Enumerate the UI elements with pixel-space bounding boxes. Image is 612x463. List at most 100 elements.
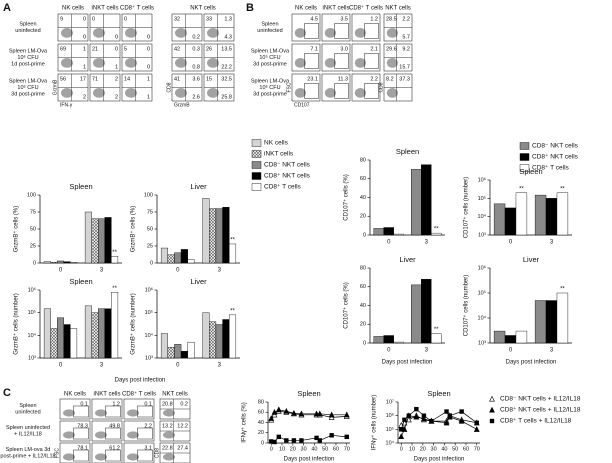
x-tick-label: 3 xyxy=(550,240,554,246)
marker xyxy=(283,407,290,414)
bar xyxy=(187,259,195,264)
gate xyxy=(364,83,379,99)
cell-cloud xyxy=(207,58,219,68)
legend-label: CD8⁻ NKT cells + IL12/IL18 xyxy=(500,396,581,403)
cell-cloud xyxy=(125,28,137,38)
gate-value: 2.2 xyxy=(144,423,152,429)
gate xyxy=(364,23,379,39)
legend-marker xyxy=(489,395,495,402)
marker xyxy=(284,438,289,443)
legend-label: NK cells xyxy=(264,140,289,147)
bar xyxy=(43,308,51,359)
bar xyxy=(383,335,394,344)
x-tick-label: 50 xyxy=(322,446,328,452)
marker xyxy=(414,406,419,412)
quadrant-value: 42 xyxy=(174,46,180,52)
bar xyxy=(70,262,78,264)
marker xyxy=(458,417,465,424)
y-tick-label: 10⁴ xyxy=(478,213,487,220)
quadrant-value: 28.5 xyxy=(386,16,397,22)
row-label: Spleen LM-Ova xyxy=(9,48,48,54)
cell-cloud xyxy=(294,58,306,68)
flow-y-label: GrzmB xyxy=(52,79,58,95)
x-tick-label: 0 xyxy=(59,268,63,274)
bar xyxy=(104,217,112,264)
column-header: iNKT cells xyxy=(92,6,119,12)
y-tick-label: 25 xyxy=(147,243,153,249)
y-tick-label: 10⁴ xyxy=(386,439,395,446)
marker xyxy=(459,409,464,414)
quadrant-value: 2 xyxy=(83,94,86,100)
y-tick-label: 100 xyxy=(144,192,153,198)
marker xyxy=(271,408,278,415)
x-tick-label: 3 xyxy=(100,268,104,274)
quadrant-value: 20.8 xyxy=(162,401,173,407)
bar xyxy=(174,344,182,359)
y-tick-label: 10⁴ xyxy=(28,332,37,339)
y-tick-label: 40 xyxy=(360,195,366,201)
y-tick-label: 10⁵ xyxy=(386,426,394,433)
x-tick-label: 0 xyxy=(509,240,513,246)
bar xyxy=(431,232,442,236)
y-axis-label: IFNγ⁺ cells (%) xyxy=(241,402,248,443)
chart-title: Spleen xyxy=(69,182,92,191)
x-axis-label: Days post infection xyxy=(382,360,433,366)
quadrant-value: 1 xyxy=(147,76,150,82)
row-label: + IL12/IL18 xyxy=(14,432,42,438)
significance: ** xyxy=(519,186,524,192)
bar xyxy=(50,262,58,264)
x-tick-label: 0 xyxy=(176,363,180,369)
column-header: CD8⁺ T cells xyxy=(349,5,383,12)
cell-cloud xyxy=(207,28,219,38)
marker xyxy=(314,435,319,441)
y-tick-label: 40 xyxy=(258,420,264,426)
bar xyxy=(104,308,112,359)
marker xyxy=(299,438,304,443)
quadrant-value: 1.3 xyxy=(224,16,232,22)
y-tick-label: 20 xyxy=(258,430,264,436)
gate-value: 11.3 xyxy=(338,76,348,82)
bar xyxy=(534,300,547,344)
column-header: CD8⁺ T cells xyxy=(122,391,156,398)
bar xyxy=(504,335,517,344)
y-tick-label: 10³ xyxy=(478,340,486,346)
y-axis-label: CD107⁺ cells (number) xyxy=(463,275,470,337)
row-label: 10⁶ CFU xyxy=(17,84,38,91)
bar xyxy=(431,333,442,344)
y-tick-label: 20 xyxy=(360,214,366,220)
gate xyxy=(137,405,153,418)
gate xyxy=(105,449,121,462)
quadrant-value: 0.2 xyxy=(192,34,200,40)
x-tick-label: 0 xyxy=(270,446,273,452)
legend-swatch xyxy=(519,164,530,172)
x-tick-label: 3 xyxy=(218,363,222,369)
column-header: NKT cells xyxy=(385,6,411,12)
legend-swatch xyxy=(251,172,262,180)
gate-value: 1.2 xyxy=(112,401,120,407)
marker xyxy=(291,438,297,443)
row-label: Spleen LM-ova 3d xyxy=(6,447,51,453)
bar xyxy=(57,260,64,264)
quadrant-value: 4.3 xyxy=(224,34,232,40)
cell-cloud xyxy=(63,431,75,439)
gate-value: 78.1 xyxy=(77,445,88,451)
quadrant-value: 0 xyxy=(124,16,127,22)
gate-value: 4.5 xyxy=(310,16,318,22)
y-tick-label: 0 xyxy=(33,260,36,266)
quadrant-value: 13.5 xyxy=(221,46,232,52)
gate xyxy=(364,53,379,69)
bar xyxy=(50,328,58,359)
y-tick-label: 0 xyxy=(261,440,264,446)
marker xyxy=(420,415,427,422)
y-tick-label: 10⁵ xyxy=(28,309,36,316)
row-label: Spleen LM-Ova xyxy=(9,78,48,84)
series-line xyxy=(271,434,347,443)
gate xyxy=(105,427,121,440)
flow-y-label: CD8 xyxy=(378,82,384,92)
row-label: Spleen LM-Ova xyxy=(251,78,290,84)
legend-label: CD8⁺ NKT cells xyxy=(264,173,311,180)
bar xyxy=(504,207,517,236)
gate-value: 1.2 xyxy=(370,16,378,22)
row-label: Spleen LM-Ova xyxy=(251,48,290,54)
y-axis-label: GrzmB⁺ cells (number) xyxy=(13,293,20,355)
